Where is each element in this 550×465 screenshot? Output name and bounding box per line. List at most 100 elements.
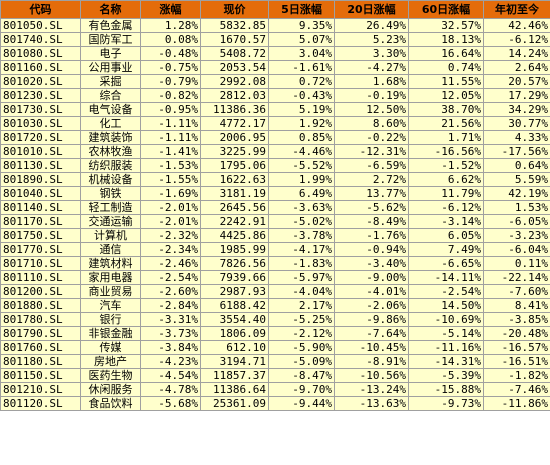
cell-5d-change: -2.12% [268, 326, 335, 341]
cell-code: 801750.SL [0, 228, 81, 243]
cell-ytd-change: -6.05% [483, 214, 550, 229]
cell-60d-change: 7.49% [408, 242, 484, 257]
cell-ytd-change: -6.04% [483, 242, 550, 257]
cell-ytd-change: -22.14% [483, 270, 550, 285]
cell-20d-change: 12.50% [334, 102, 409, 117]
cell-name: 房地产 [80, 354, 141, 369]
cell-change: -2.32% [140, 228, 201, 243]
cell-name: 综合 [80, 88, 141, 103]
cell-20d-change: 26.49% [334, 18, 409, 33]
table-row: 801180.SL 房地产 -4.23% 3194.71 -5.09% -8.91% -14… [0, 354, 550, 369]
cell-price: 1806.09 [200, 326, 269, 341]
cell-code: 801130.SL [0, 158, 81, 173]
cell-name: 建筑材料 [80, 256, 141, 271]
cell-20d-change: -13.63% [334, 396, 409, 411]
cell-5d-change: -1.61% [268, 60, 335, 75]
cell-5d-change: -9.70% [268, 382, 335, 397]
cell-20d-change: -1.76% [334, 228, 409, 243]
cell-name: 休闲服务 [80, 382, 141, 397]
cell-change: -1.53% [140, 158, 201, 173]
cell-code: 801780.SL [0, 312, 81, 327]
table-row: 801120.SL 食品饮料 -5.68% 25361.09 -9.44% -13.63%… [0, 396, 550, 411]
cell-20d-change: 8.60% [334, 116, 409, 131]
cell-change: -2.84% [140, 298, 201, 313]
cell-5d-change: 3.04% [268, 46, 335, 61]
table-row: 801740.SL 国防军工 0.08% 1670.57 5.07% 5.23% 18.13… [0, 32, 550, 47]
cell-60d-change: 11.79% [408, 186, 484, 201]
cell-name: 非银金融 [80, 326, 141, 341]
cell-price: 3181.19 [200, 186, 269, 201]
cell-5d-change: -0.43% [268, 88, 335, 103]
table-row: 801790.SL 非银金融 -3.73% 1806.09 -2.12% -7.64% -5… [0, 326, 550, 341]
cell-60d-change: -15.88% [408, 382, 484, 397]
cell-5d-change: 5.19% [268, 102, 335, 117]
cell-20d-change: 3.30% [334, 46, 409, 61]
cell-price: 612.10 [200, 340, 269, 355]
cell-ytd-change: 5.59% [483, 172, 550, 187]
cell-name: 汽车 [80, 298, 141, 313]
header-ytd-change: 年初至今 [483, 0, 550, 19]
table-row: 801890.SL 机械设备 -1.55% 1622.63 1.99% 2.72% 6.62… [0, 172, 550, 187]
cell-price: 5408.72 [200, 46, 269, 61]
cell-price: 7826.56 [200, 256, 269, 271]
table-row: 801760.SL 传媒 -3.84% 612.10 -5.90% -10.45% -11.… [0, 340, 550, 355]
table-row: 801080.SL 电子 -0.48% 5408.72 3.04% 3.30% 16.64%… [0, 46, 550, 61]
cell-name: 轻工制造 [80, 200, 141, 215]
cell-change: -3.31% [140, 312, 201, 327]
cell-name: 银行 [80, 312, 141, 327]
cell-code: 801150.SL [0, 368, 81, 383]
cell-code: 801740.SL [0, 32, 81, 47]
cell-price: 1670.57 [200, 32, 269, 47]
cell-5d-change: 0.85% [268, 130, 335, 145]
cell-ytd-change: -17.56% [483, 144, 550, 159]
table-row: 801030.SL 化工 -1.11% 4772.17 1.92% 8.60% 21.56%… [0, 116, 550, 131]
cell-name: 电气设备 [80, 102, 141, 117]
cell-ytd-change: 1.53% [483, 200, 550, 215]
cell-20d-change: -0.19% [334, 88, 409, 103]
sector-performance-table: 代码 名称 涨幅 现价 5日涨幅 20日涨幅 60日涨幅 年初至今 801050… [0, 0, 550, 411]
cell-code: 801880.SL [0, 298, 81, 313]
header-60d-change: 60日涨幅 [408, 0, 484, 19]
cell-change: -0.48% [140, 46, 201, 61]
cell-60d-change: 18.13% [408, 32, 484, 47]
cell-price: 2242.91 [200, 214, 269, 229]
table-row: 801020.SL 采掘 -0.79% 2992.08 0.72% 1.68% 11.55%… [0, 74, 550, 89]
cell-5d-change: -5.52% [268, 158, 335, 173]
table-row: 801170.SL 交通运输 -2.01% 2242.91 -5.02% -8.49% -3… [0, 214, 550, 229]
cell-20d-change: -8.49% [334, 214, 409, 229]
cell-price: 3225.99 [200, 144, 269, 159]
cell-5d-change: -1.83% [268, 256, 335, 271]
cell-price: 2812.03 [200, 88, 269, 103]
cell-5d-change: -9.44% [268, 396, 335, 411]
cell-ytd-change: 0.64% [483, 158, 550, 173]
cell-code: 801160.SL [0, 60, 81, 75]
cell-name: 采掘 [80, 74, 141, 89]
cell-5d-change: -5.90% [268, 340, 335, 355]
cell-change: -1.55% [140, 172, 201, 187]
cell-price: 1622.63 [200, 172, 269, 187]
cell-code: 801050.SL [0, 18, 81, 33]
cell-ytd-change: -16.57% [483, 340, 550, 355]
cell-20d-change: -5.62% [334, 200, 409, 215]
table-row: 801720.SL 建筑装饰 -1.11% 2006.95 0.85% -0.22% 1.7… [0, 130, 550, 145]
cell-5d-change: 0.72% [268, 74, 335, 89]
cell-price: 7939.66 [200, 270, 269, 285]
header-row: 代码 名称 涨幅 现价 5日涨幅 20日涨幅 60日涨幅 年初至今 [0, 0, 550, 19]
cell-5d-change: -5.25% [268, 312, 335, 327]
cell-name: 交通运输 [80, 214, 141, 229]
cell-5d-change: -5.97% [268, 270, 335, 285]
table-row: 801010.SL 农林牧渔 -1.41% 3225.99 -4.46% -12.31% -… [0, 144, 550, 159]
cell-price: 5832.85 [200, 18, 269, 33]
cell-code: 801040.SL [0, 186, 81, 201]
table-row: 801160.SL 公用事业 -0.75% 2053.54 -1.61% -4.27% 0.… [0, 60, 550, 75]
cell-price: 3554.40 [200, 312, 269, 327]
header-20d-change: 20日涨幅 [334, 0, 409, 19]
cell-60d-change: -14.31% [408, 354, 484, 369]
cell-ytd-change: 42.46% [483, 18, 550, 33]
cell-20d-change: 13.77% [334, 186, 409, 201]
cell-change: -4.54% [140, 368, 201, 383]
cell-change: -2.60% [140, 284, 201, 299]
cell-change: -2.01% [140, 214, 201, 229]
cell-code: 801720.SL [0, 130, 81, 145]
cell-code: 801120.SL [0, 396, 81, 411]
